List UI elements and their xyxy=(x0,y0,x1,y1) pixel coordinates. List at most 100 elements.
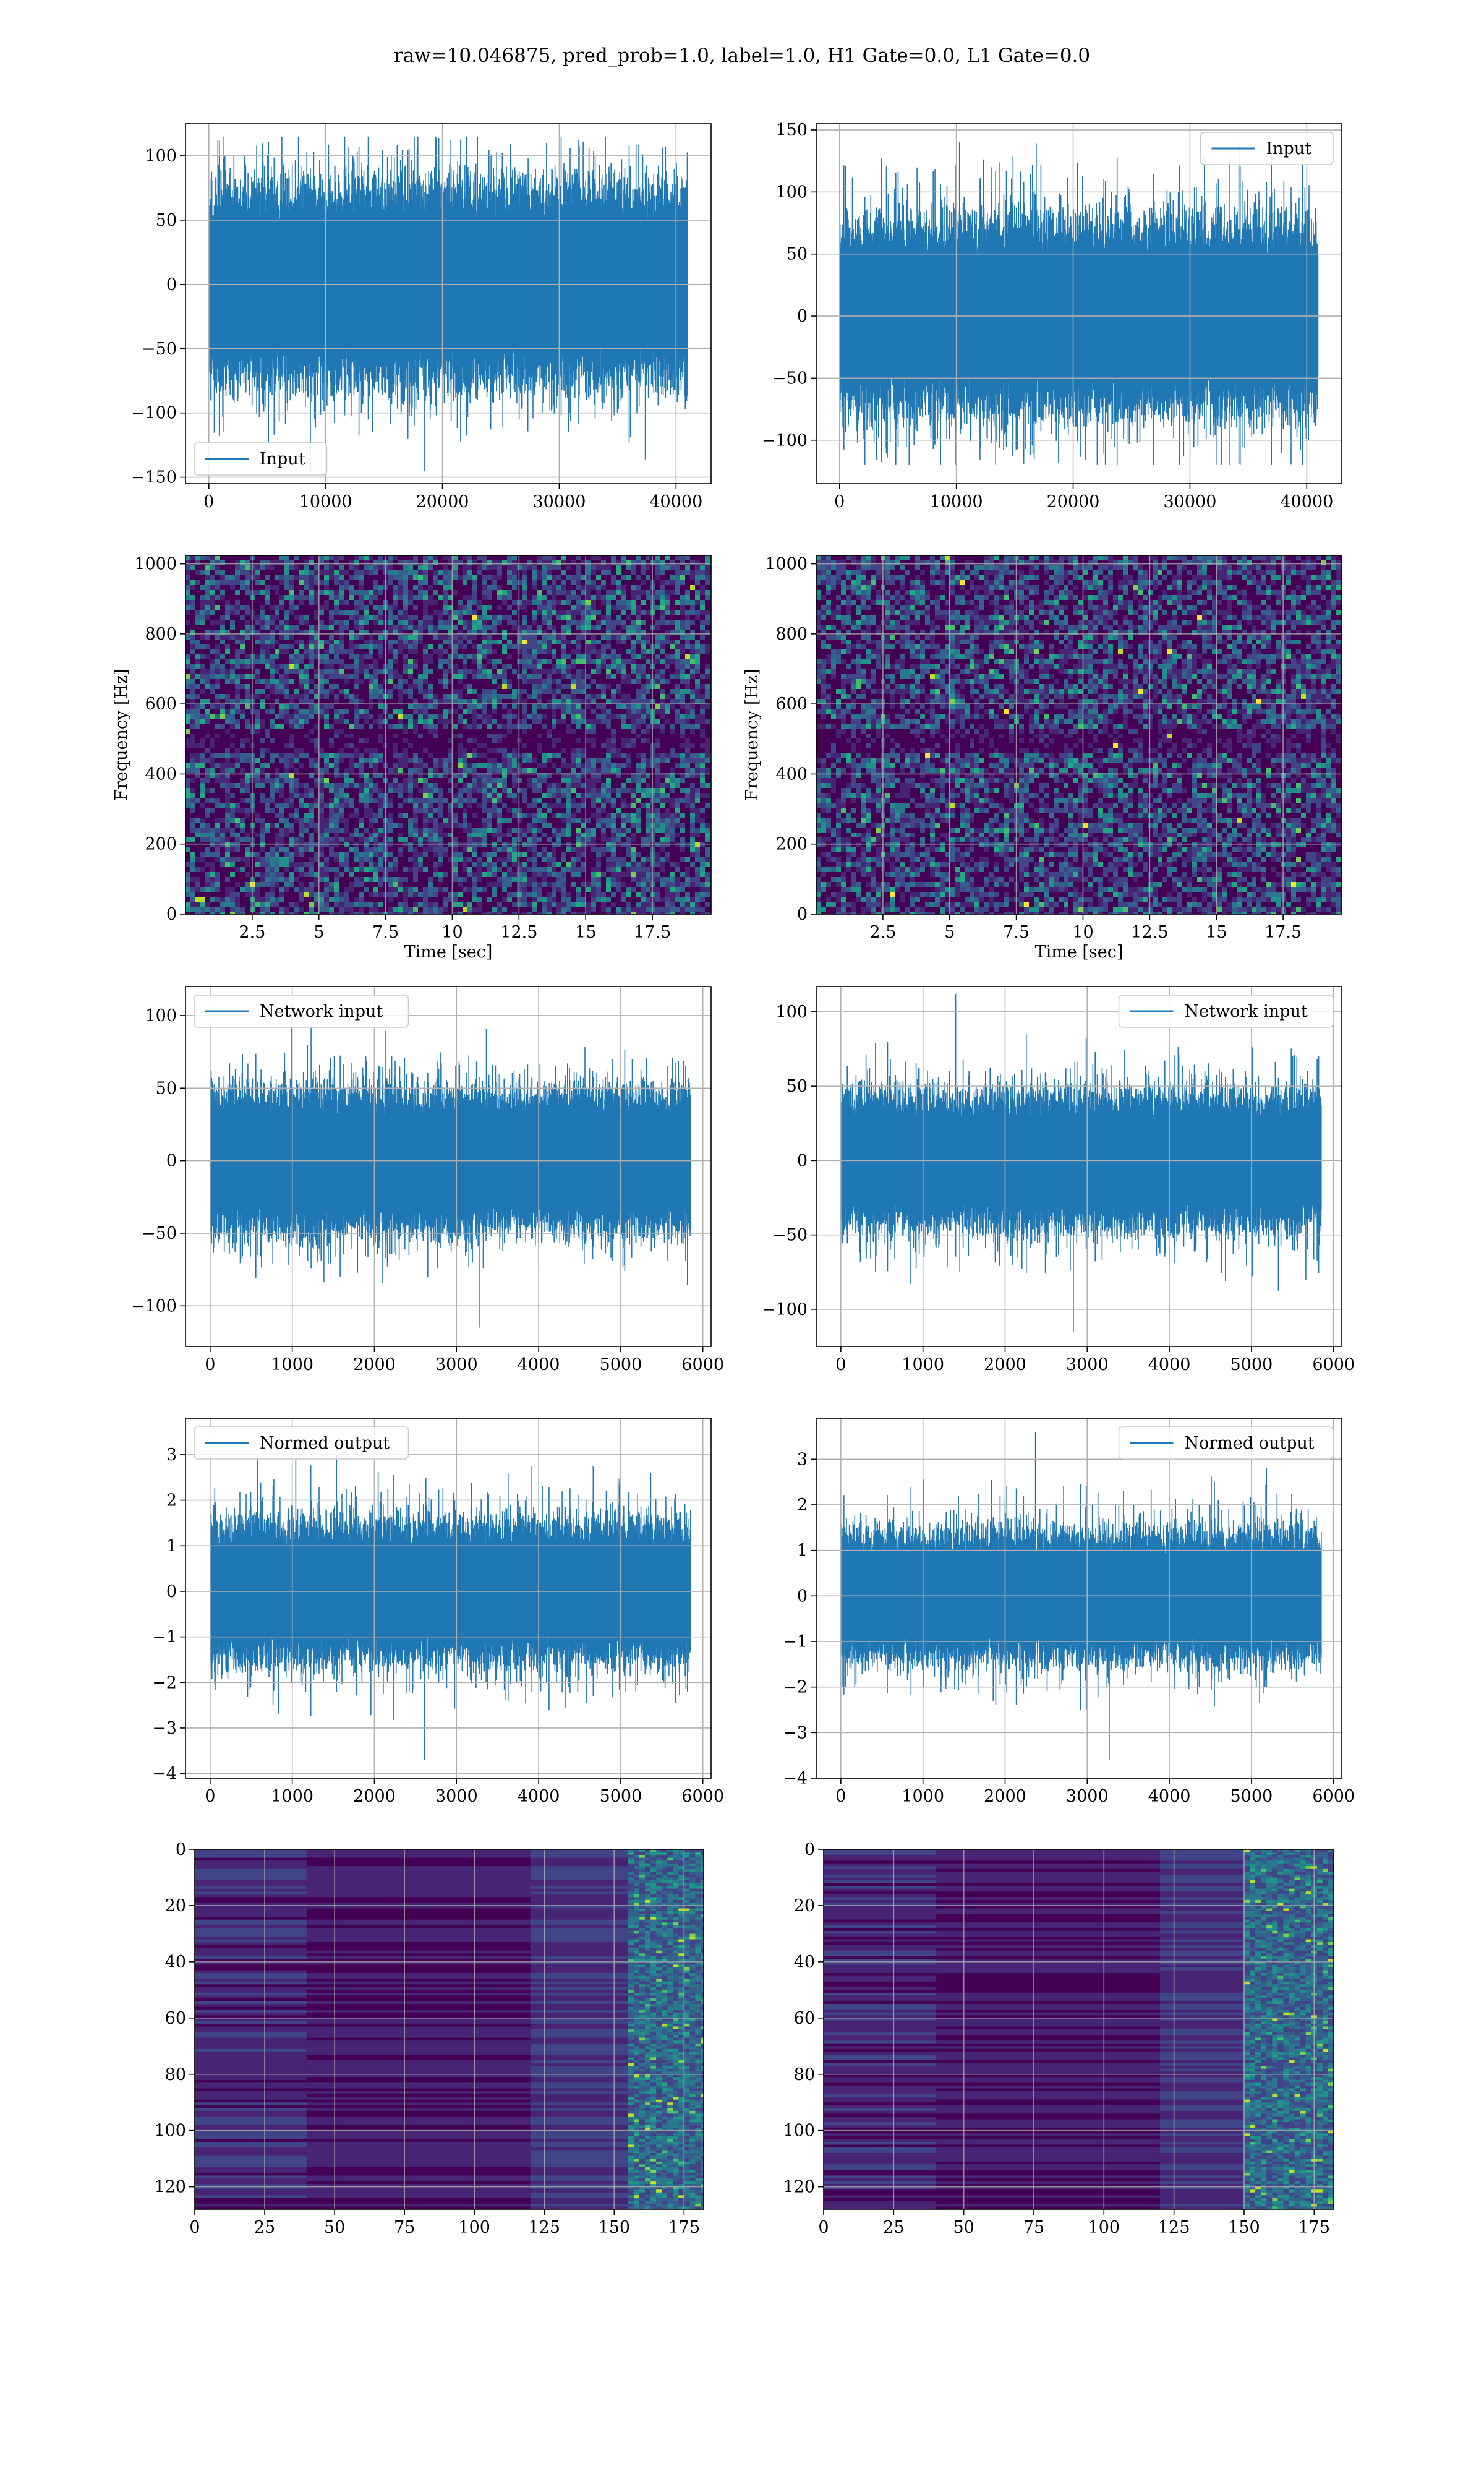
heat-cell xyxy=(665,778,670,783)
heat-cell xyxy=(492,842,497,847)
heat-cell xyxy=(542,823,547,828)
heat-cell xyxy=(349,813,354,818)
heat-cell xyxy=(378,590,383,595)
heat-cell xyxy=(463,902,467,907)
heat-cell xyxy=(329,818,334,823)
heat-cell xyxy=(215,882,220,887)
heat-cell xyxy=(700,907,705,912)
heat-cell xyxy=(467,654,472,659)
heat-cell xyxy=(527,654,532,659)
heat-cell xyxy=(294,768,299,773)
heat-cell xyxy=(705,882,710,887)
heat-cell xyxy=(552,842,556,847)
heat-cell xyxy=(453,664,458,669)
heat-cell xyxy=(626,635,631,640)
heat-cell xyxy=(641,857,646,862)
heat-cell xyxy=(344,842,349,847)
heat-cell xyxy=(611,753,616,758)
heat-cell xyxy=(443,659,448,664)
heat-cell xyxy=(680,743,685,748)
heat-cell xyxy=(576,897,581,902)
heat-cell xyxy=(606,897,611,902)
heat-cell xyxy=(364,674,369,679)
heat-cell xyxy=(378,912,383,914)
heat-cell xyxy=(660,753,665,758)
heat-cell xyxy=(423,803,428,808)
heat-cell xyxy=(591,709,596,714)
heat-cell xyxy=(467,704,472,709)
heat-cell xyxy=(344,768,349,773)
heat-cell xyxy=(388,689,393,694)
heat-cell xyxy=(349,635,354,640)
heat-cell xyxy=(690,882,695,887)
heat-cell xyxy=(458,798,463,803)
heat-cell xyxy=(309,679,314,684)
heat-cell xyxy=(245,610,250,615)
heat-cell xyxy=(378,560,383,565)
heat-cell xyxy=(329,555,334,560)
heat-cell xyxy=(487,625,492,630)
heat-cell xyxy=(685,689,690,694)
heat-cell xyxy=(487,773,492,778)
heat-cell xyxy=(700,823,705,828)
heat-cell xyxy=(576,580,581,585)
heat-cell xyxy=(205,882,210,887)
heat-cell xyxy=(220,828,225,833)
heat-cell xyxy=(319,644,324,649)
heat-cell xyxy=(458,615,463,620)
heat-cell xyxy=(235,897,240,902)
heat-cell xyxy=(547,734,552,738)
heat-cell xyxy=(215,605,220,610)
heat-cell xyxy=(621,872,626,877)
heat-cell xyxy=(210,882,215,887)
heat-cell xyxy=(265,803,270,808)
heat-cell xyxy=(448,555,453,560)
heat-cell xyxy=(245,694,250,699)
heat-cell xyxy=(255,630,260,635)
heat-cell xyxy=(418,625,423,630)
heat-cell xyxy=(665,793,670,798)
heat-cell xyxy=(210,743,215,748)
heat-cell xyxy=(423,580,428,585)
heat-cell xyxy=(349,724,354,729)
heat-cell xyxy=(378,620,383,625)
heat-cell xyxy=(606,763,611,768)
heat-cell xyxy=(467,788,472,793)
heat-cell xyxy=(284,867,289,872)
heat-cell xyxy=(309,842,314,847)
heat-cell xyxy=(344,773,349,778)
heat-cell xyxy=(448,575,453,580)
heat-cell xyxy=(230,902,235,907)
heat-cell xyxy=(705,758,710,763)
heat-cell xyxy=(631,585,636,590)
heat-cell xyxy=(705,753,710,758)
heat-cell xyxy=(299,862,304,867)
heat-cell xyxy=(477,897,482,902)
heat-cell xyxy=(586,788,591,793)
heat-cell xyxy=(186,768,190,773)
heat-cell xyxy=(507,793,512,798)
heat-cell xyxy=(289,719,294,724)
heat-cell xyxy=(364,654,369,659)
heat-cell xyxy=(398,803,403,808)
heat-cell xyxy=(225,818,230,823)
heat-cell xyxy=(458,778,463,783)
heat-cell xyxy=(650,847,655,852)
heat-cell xyxy=(556,877,561,882)
heat-cell xyxy=(225,674,230,679)
heat-cell xyxy=(195,867,200,872)
heat-cell xyxy=(200,689,205,694)
heat-cell xyxy=(438,842,443,847)
heat-cell xyxy=(324,560,329,565)
heat-cell xyxy=(512,773,517,778)
heat-cell xyxy=(458,610,463,615)
heat-cell xyxy=(611,734,616,738)
heat-cell xyxy=(497,684,502,689)
heat-cell xyxy=(660,610,665,615)
heat-cell xyxy=(215,847,220,852)
heat-cell xyxy=(373,679,378,684)
heat-cell xyxy=(186,555,190,560)
y-tick-label: 50 xyxy=(787,245,808,264)
heat-cell xyxy=(349,640,354,644)
heat-cell xyxy=(616,689,621,694)
